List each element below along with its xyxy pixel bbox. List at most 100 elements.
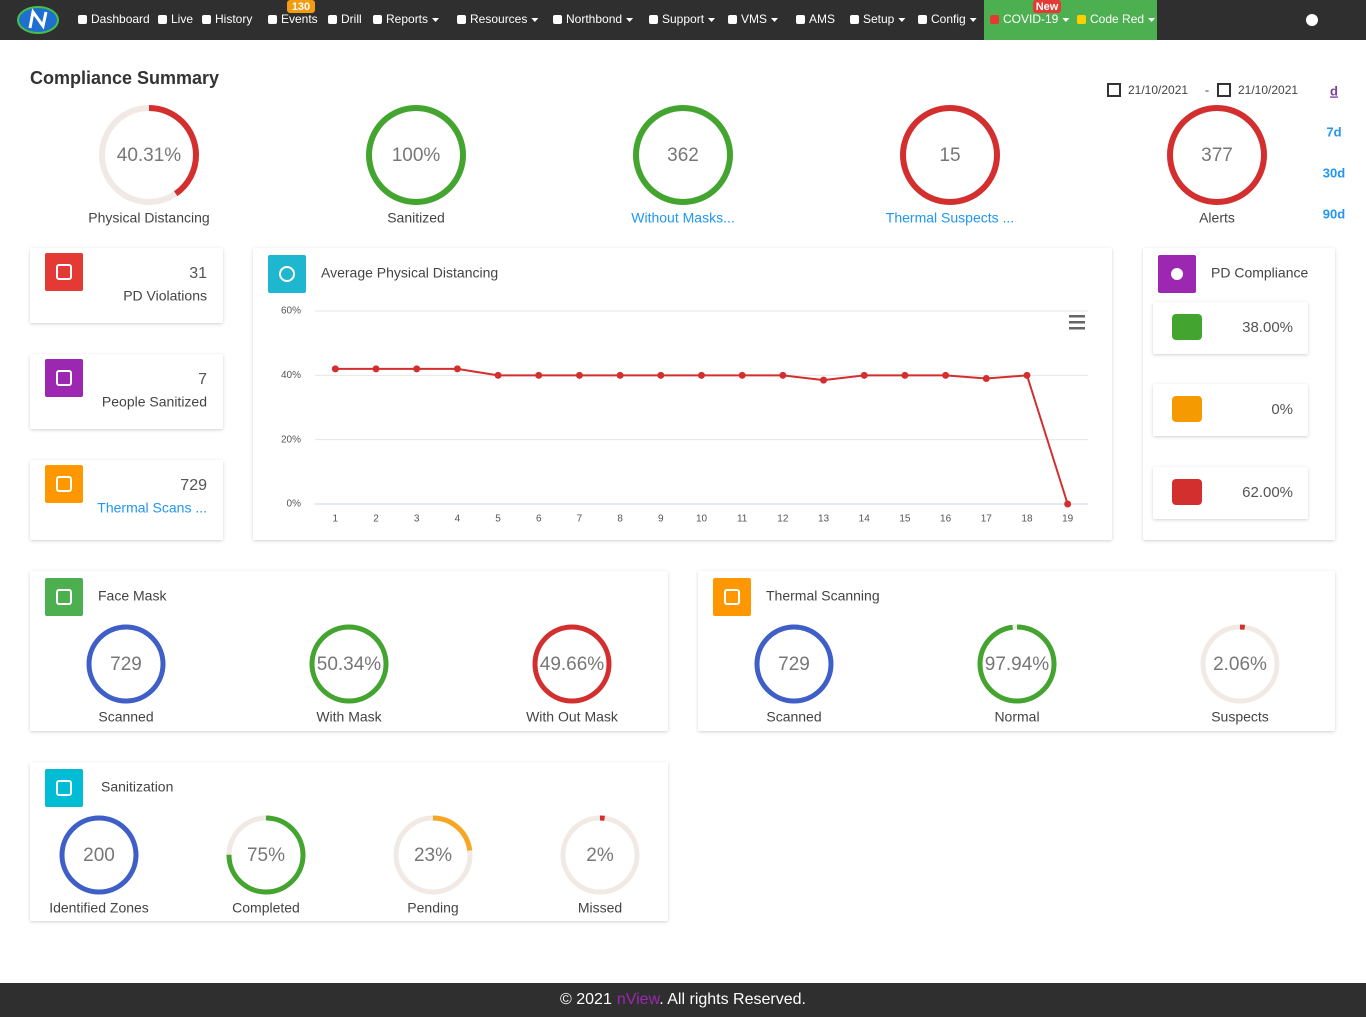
range-link[interactable]: d: [1330, 83, 1338, 98]
range-link[interactable]: 30d: [1323, 165, 1345, 180]
gauge-caption: Scanned: [98, 709, 153, 725]
footer-text: © 2021 nView. All rights Reserved.: [560, 991, 806, 1008]
stat-value: 729: [180, 477, 207, 494]
point: [698, 371, 705, 379]
x-tick-label: 6: [536, 514, 542, 525]
gauge-caption: Identified Zones: [49, 900, 149, 916]
nav-icon: [990, 15, 999, 24]
nav-icon: [918, 15, 927, 24]
point: [738, 371, 746, 379]
gauge-arc: [366, 105, 466, 205]
stat-value: 7: [198, 371, 207, 388]
calendar-icon: [1107, 83, 1121, 97]
x-tick-label: 13: [818, 514, 830, 525]
x-tick-label: 14: [859, 514, 871, 525]
dropdown-caret: [626, 18, 634, 22]
dropdown-caret: [1062, 18, 1070, 22]
nav-item[interactable]: Config: [931, 12, 966, 26]
gauge-arc: [393, 815, 473, 895]
x-tick-label: 17: [981, 514, 993, 525]
nav-item[interactable]: Support: [662, 12, 705, 26]
x-tick-label: 10: [696, 514, 708, 525]
x-tick-label: 5: [495, 514, 501, 525]
page-title: Compliance Summary: [30, 68, 219, 88]
gauge-value: 377: [1201, 145, 1233, 166]
dropdown-caret: [708, 18, 716, 22]
date-from[interactable]: 21/10/2021: [1128, 83, 1188, 97]
x-tick-label: 2: [373, 514, 379, 525]
date-separator: -: [1205, 82, 1209, 97]
nav-item[interactable]: VMS: [741, 12, 767, 26]
point: [901, 371, 909, 379]
chart-title: Average Physical Distancing: [321, 265, 498, 281]
gauge-value: 50.34%: [317, 654, 382, 675]
gauge-value: 49.66%: [540, 654, 605, 675]
dropdown-caret: [432, 18, 440, 22]
nav-item[interactable]: Code Red: [1090, 12, 1144, 26]
gauge-arc: [1200, 624, 1280, 704]
panel-icon: [45, 578, 83, 616]
gauge-value: 100%: [392, 145, 441, 166]
nav-item[interactable]: Setup: [863, 12, 895, 26]
gauge-caption[interactable]: Without Masks...: [631, 210, 734, 226]
stat-glyph: [56, 370, 72, 386]
gauge-caption[interactable]: Thermal Suspects ...: [886, 210, 1014, 226]
gauge-arc: [59, 815, 139, 895]
nav-item[interactable]: COVID-19: [1003, 12, 1059, 26]
gauge-arc: [900, 105, 1000, 205]
stat-label: People Sanitized: [102, 394, 207, 410]
stat-icon: [45, 359, 83, 397]
gauge-arc: [226, 815, 306, 895]
nav-item[interactable]: Northbond: [566, 12, 622, 26]
pd-title: PD Compliance: [1211, 265, 1308, 281]
nav-item[interactable]: History: [215, 12, 252, 26]
nav-icon: [268, 15, 277, 24]
date-to[interactable]: 21/10/2021: [1238, 83, 1298, 97]
gauge-caption: Suspects: [1211, 709, 1269, 725]
nav-item[interactable]: Events: [281, 12, 318, 26]
covid-section: [984, 0, 1157, 40]
gauge-value: 729: [778, 654, 810, 675]
chart-menu[interactable]: [1069, 327, 1085, 330]
nav-icon: [553, 15, 562, 24]
gauge-value: 75%: [247, 845, 285, 866]
nav-item[interactable]: Reports: [386, 12, 428, 26]
point: [1023, 371, 1031, 379]
nav-item[interactable]: Drill: [341, 12, 362, 26]
chart-glyph: [279, 266, 295, 282]
gauge-arc: [99, 105, 199, 205]
nav-item[interactable]: Resources: [470, 12, 527, 26]
x-tick-label: 15: [899, 514, 911, 525]
x-tick-label: 4: [455, 514, 461, 525]
range-link[interactable]: 90d: [1323, 206, 1345, 221]
point: [331, 365, 339, 373]
gauge-value: 200: [83, 845, 115, 866]
nav-item[interactable]: Dashboard: [91, 12, 150, 26]
chart-icon: [268, 255, 306, 293]
nav-icon: [850, 15, 859, 24]
stat-label[interactable]: Thermal Scans ...: [97, 500, 207, 516]
range-link[interactable]: 7d: [1326, 124, 1341, 139]
nav-icon: [158, 15, 167, 24]
nav-icon: [328, 15, 337, 24]
chart-menu[interactable]: [1069, 315, 1085, 318]
footer-brand[interactable]: nView: [617, 991, 661, 1008]
point: [820, 376, 828, 384]
footer: [0, 983, 1366, 1017]
panel-icon: [713, 578, 751, 616]
gauge-arc: [560, 815, 640, 895]
stat-glyph: [56, 476, 72, 492]
dropdown-caret: [1148, 18, 1156, 22]
info-icon[interactable]: [1306, 14, 1318, 26]
nav-item[interactable]: AMS: [809, 12, 835, 26]
point: [453, 365, 461, 373]
point: [616, 371, 624, 379]
point: [535, 371, 543, 379]
chart-menu[interactable]: [1069, 321, 1085, 324]
footer-copyright: © 2021: [560, 991, 612, 1008]
y-tick-label: 0%: [287, 499, 302, 510]
stat-value: 31: [189, 265, 207, 282]
nav-item[interactable]: Live: [171, 12, 193, 26]
stat-label: PD Violations: [123, 288, 207, 304]
